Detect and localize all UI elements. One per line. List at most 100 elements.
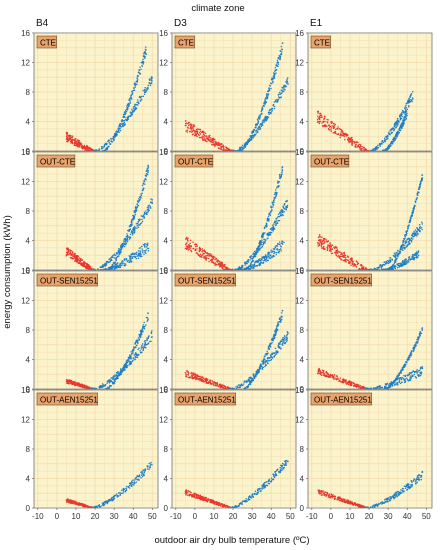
cooling-point (114, 254, 117, 257)
heating-point (205, 135, 207, 138)
cooling-point (142, 325, 144, 328)
heating-point (321, 122, 323, 124)
cooling-point (126, 233, 128, 235)
cooling-point (146, 211, 148, 214)
cooling-point (265, 258, 267, 261)
heating-point (192, 129, 195, 131)
heating-point (74, 258, 77, 260)
cooling-point (275, 353, 277, 355)
heating-point (211, 260, 214, 262)
heating-point (342, 259, 345, 262)
heating-point (76, 258, 79, 260)
cooling-point (120, 126, 123, 128)
cooling-point (119, 263, 121, 266)
heating-point (212, 383, 215, 385)
cooling-point (141, 344, 143, 347)
cooling-point (118, 131, 121, 133)
heating-point (85, 264, 88, 267)
heating-point (334, 130, 336, 133)
heating-point (351, 142, 354, 144)
cooling-point (279, 177, 281, 180)
cooling-point (140, 329, 143, 332)
cooling-point (147, 337, 150, 339)
heating-point (205, 377, 208, 380)
heating-point (317, 111, 319, 113)
cooling-point (122, 122, 125, 125)
cooling-point (114, 262, 116, 264)
y-tick-label: 16 (295, 148, 304, 157)
cooling-point (112, 381, 114, 383)
cooling-point (274, 347, 277, 350)
y-tick-label: 0 (26, 385, 31, 394)
cooling-point (137, 101, 140, 103)
cooling-point (143, 90, 146, 92)
cooling-point (128, 225, 131, 228)
cooling-point (412, 210, 414, 212)
cooling-point (136, 344, 138, 346)
cooling-point (274, 70, 276, 73)
heating-point (212, 143, 214, 146)
cooling-point (123, 116, 126, 118)
cooling-point (401, 262, 404, 264)
cooling-point (411, 253, 414, 256)
cooling-point (238, 268, 241, 270)
cooling-point (98, 148, 101, 151)
heating-point (191, 377, 194, 380)
cooling-point (281, 48, 283, 50)
cooling-point (245, 267, 247, 269)
cooling-point (419, 230, 421, 233)
cooling-point (110, 385, 113, 387)
heating-point (190, 131, 193, 133)
cooling-point (408, 104, 410, 107)
heating-point (321, 242, 323, 245)
heating-point (196, 252, 198, 254)
cooling-point (403, 237, 405, 240)
cooling-point (396, 254, 399, 257)
cooling-point (123, 369, 126, 371)
heating-point (218, 147, 220, 150)
cooling-point (277, 186, 280, 188)
cooling-point (263, 238, 265, 240)
cooling-point (117, 265, 119, 268)
cooling-point (380, 142, 382, 145)
cooling-point (137, 253, 140, 256)
cooling-point (418, 227, 421, 229)
cooling-point (141, 184, 144, 187)
cooling-point (123, 364, 125, 367)
cooling-point (386, 138, 388, 140)
heating-point (219, 148, 222, 150)
heating-point (186, 242, 188, 244)
cooling-point (255, 260, 258, 263)
heating-point (76, 382, 79, 384)
cooling-point (146, 243, 149, 246)
cooling-point (283, 86, 286, 88)
cooling-point (144, 212, 146, 215)
cooling-point (271, 209, 273, 211)
cooling-point (414, 233, 417, 236)
cooling-point (139, 198, 141, 200)
heating-point (191, 375, 193, 378)
cooling-point (277, 215, 279, 218)
cooling-point (263, 102, 265, 105)
cooling-point (277, 213, 280, 216)
cooling-point (91, 387, 94, 389)
cooling-point (143, 179, 145, 182)
cooling-point (396, 130, 399, 133)
cooling-point (260, 243, 263, 246)
cooling-point (142, 58, 144, 60)
cooling-point (143, 250, 145, 252)
cooling-point (109, 380, 111, 382)
cooling-point (146, 213, 148, 216)
cooling-point (277, 98, 279, 101)
cooling-point (103, 265, 105, 267)
panel-label: CTE (310, 35, 331, 49)
cooling-point (143, 340, 146, 342)
heating-point (213, 381, 216, 383)
cooling-point (144, 50, 146, 53)
heating-point (201, 138, 204, 140)
heating-point (190, 249, 192, 252)
cooling-point (100, 384, 103, 387)
cooling-point (136, 341, 139, 343)
heating-point (186, 126, 189, 129)
